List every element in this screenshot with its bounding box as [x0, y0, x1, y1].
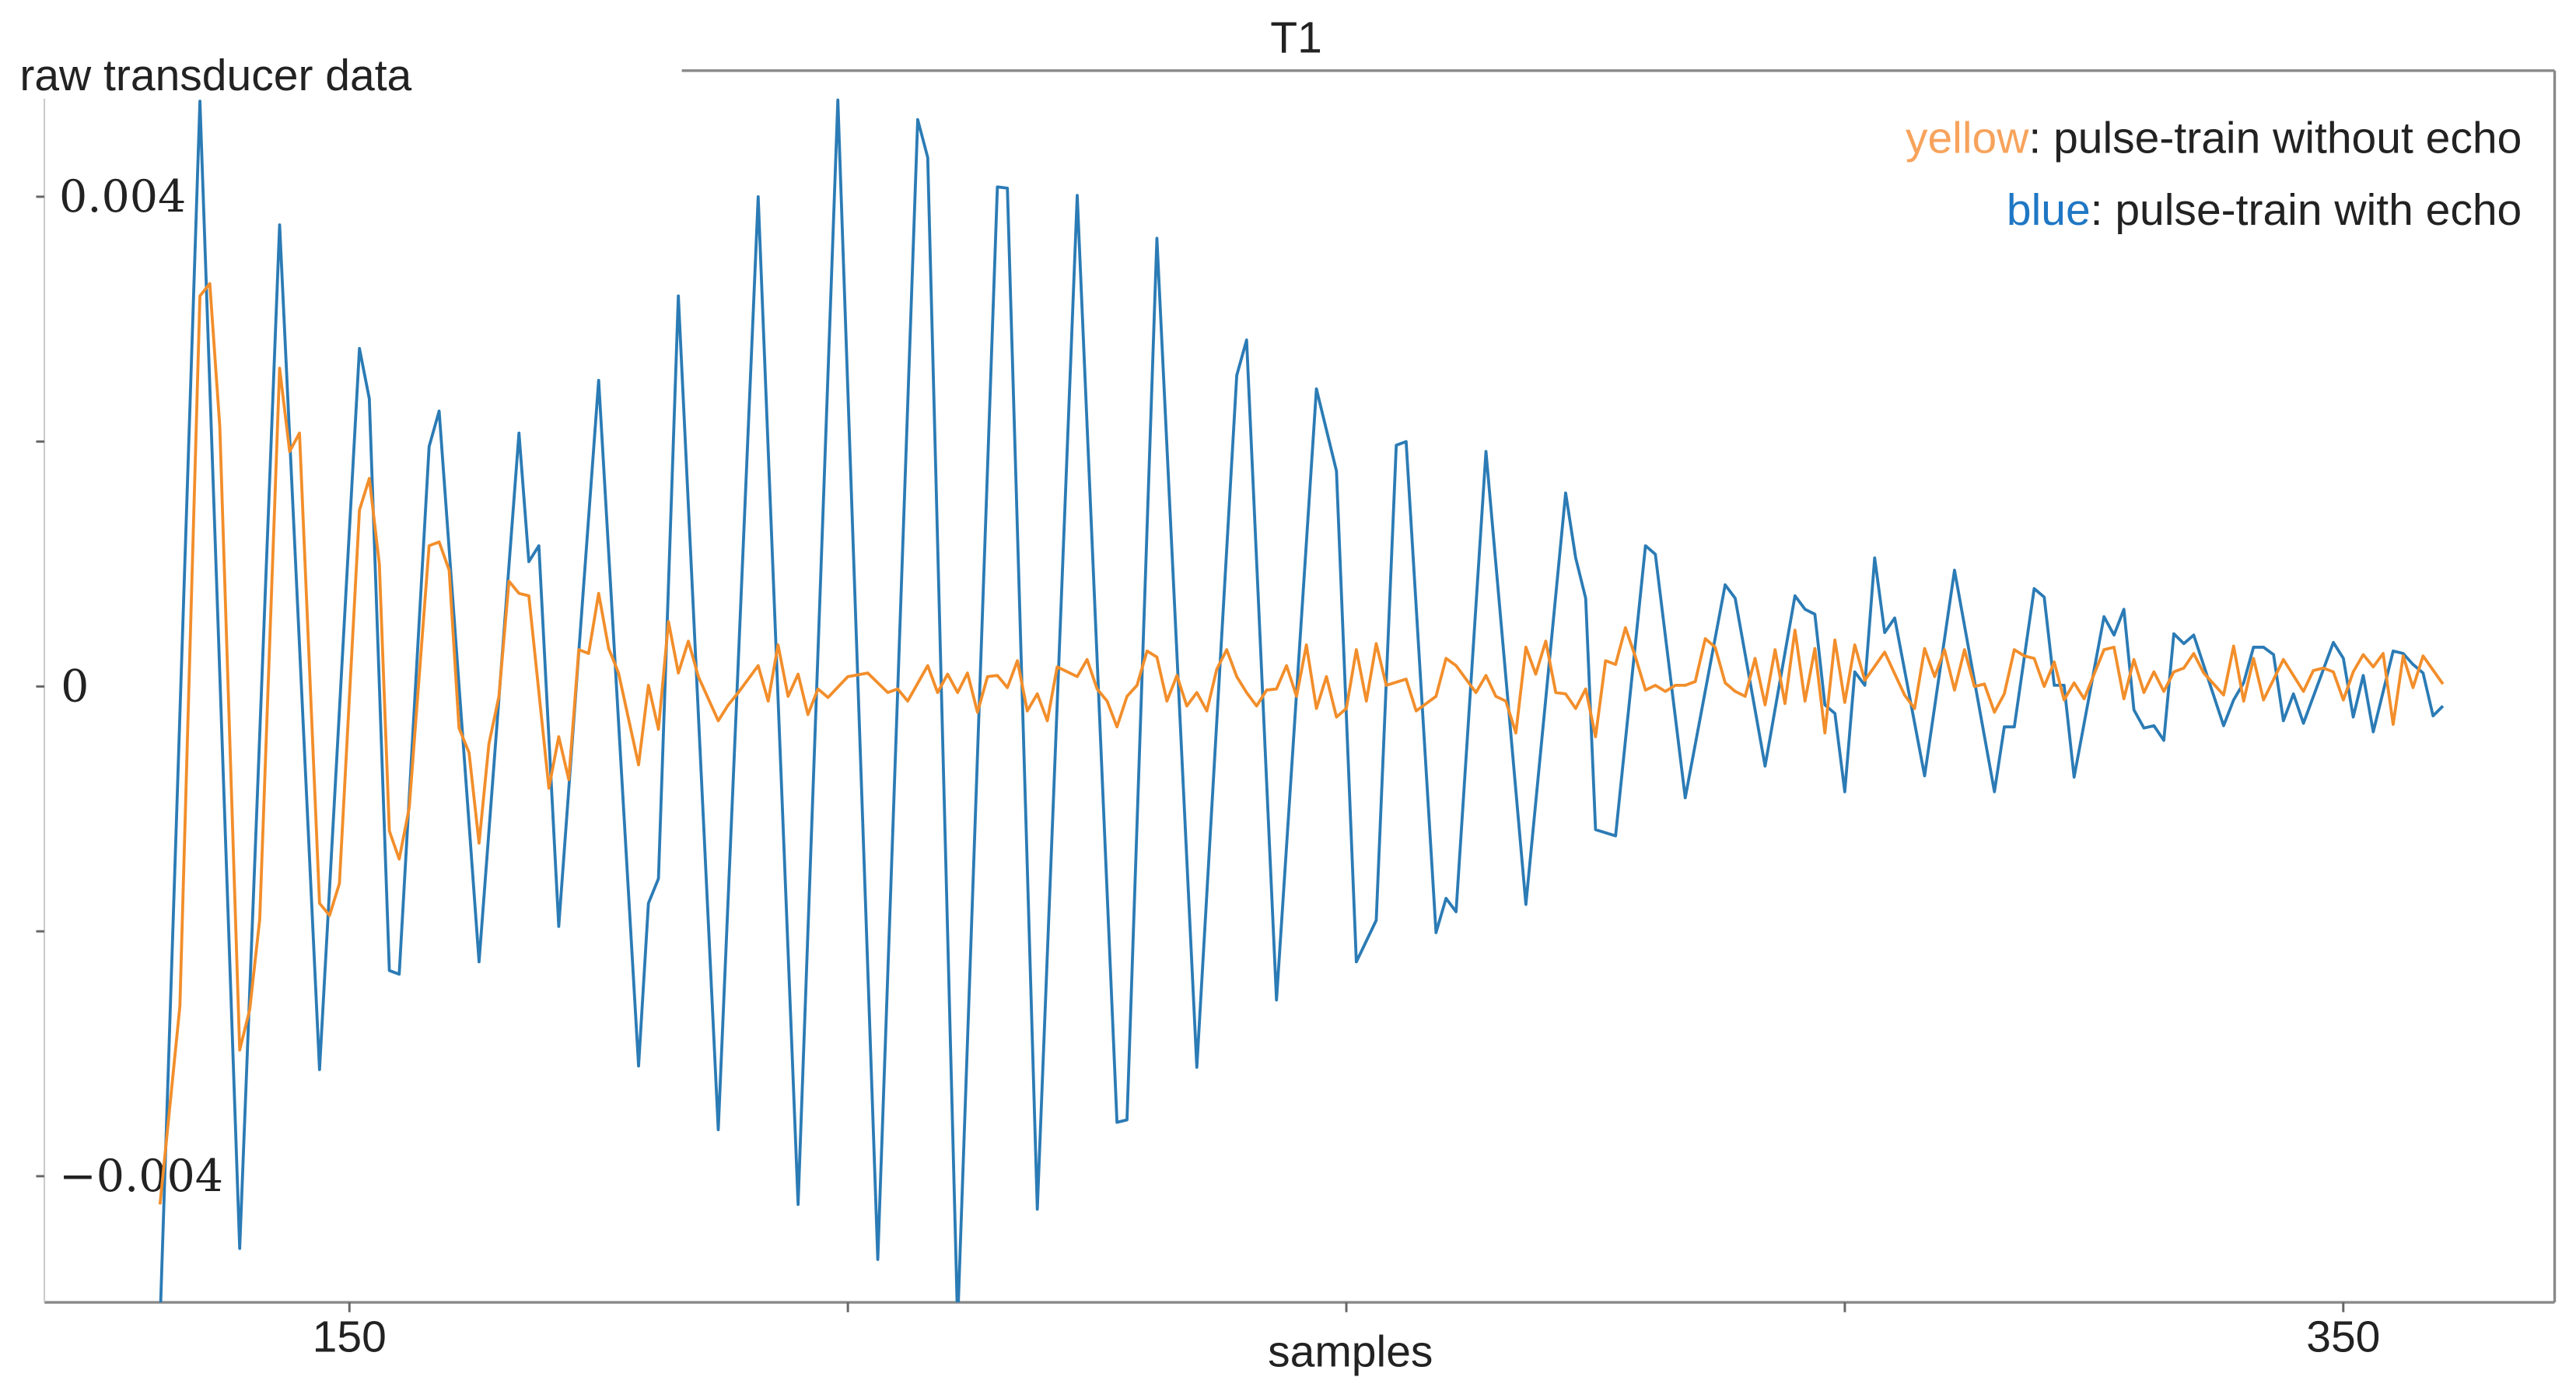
series-line-0 [159, 98, 2445, 1303]
x-axis-label: samples [1268, 1326, 1433, 1376]
legend-blue-word: blue [2007, 185, 2091, 235]
legend-yellow-word: yellow [1906, 113, 2029, 163]
axes [43, 69, 2557, 1304]
y-tick-label: −0.004 [59, 1151, 223, 1202]
x-tick-label: 150 [313, 1312, 387, 1361]
chart-title: T1 [1270, 13, 1322, 63]
legend-yellow: yellow: pulse-train without echo [1906, 113, 2522, 163]
y-tick-label: 0.004 [59, 171, 186, 222]
legend-blue-text: : pulse-train with echo [2091, 185, 2522, 235]
legend-blue: blue: pulse-train with echo [2007, 185, 2522, 235]
y-axis-label: raw transducer data [19, 51, 411, 100]
y-tick-label: 0 [61, 660, 89, 712]
series-line-1 [158, 282, 2445, 1205]
x-tick-label: 350 [2306, 1312, 2380, 1361]
legend-yellow-text: : pulse-train without echo [2028, 113, 2522, 163]
